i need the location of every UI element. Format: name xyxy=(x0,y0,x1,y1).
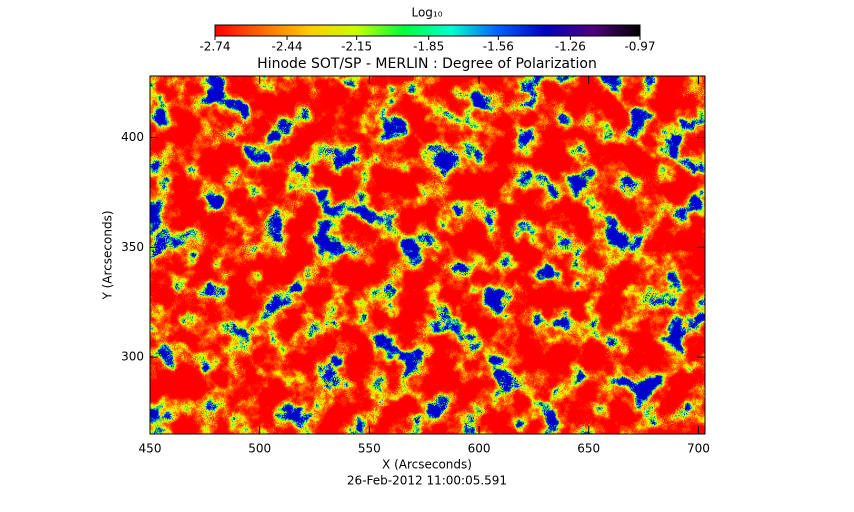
plot-frame xyxy=(149,75,706,435)
polarization-map xyxy=(150,76,705,434)
y-tick-label: 400 xyxy=(121,130,144,144)
colorbar-label: Log₁₀ xyxy=(411,6,442,20)
colorbar xyxy=(214,24,641,37)
x-tick-label: 450 xyxy=(139,442,162,456)
colorbar-tick-label: -1.85 xyxy=(413,40,444,54)
colorbar-tick-label: -2.74 xyxy=(199,40,230,54)
x-axis-label: X (Arcseconds) xyxy=(382,458,472,472)
x-tick-label: 700 xyxy=(687,442,710,456)
footer-date: 26-Feb-2012 11:00:05.591 xyxy=(347,474,507,488)
colorbar-tick-label: -2.15 xyxy=(341,40,372,54)
colorbar-tick-label: -2.44 xyxy=(272,40,303,54)
y-axis-label: Y (Arcseconds) xyxy=(101,210,115,300)
y-tick-label: 300 xyxy=(121,350,144,364)
x-tick-label: 500 xyxy=(248,442,271,456)
colorbar-tick-label: -0.97 xyxy=(624,40,655,54)
x-tick-label: 550 xyxy=(358,442,381,456)
colorbar-tick-label: -1.26 xyxy=(555,40,586,54)
y-tick-label: 350 xyxy=(121,240,144,254)
x-tick-label: 650 xyxy=(577,442,600,456)
colorbar-tick-label: -1.56 xyxy=(483,40,514,54)
x-tick-label: 600 xyxy=(468,442,491,456)
chart-title: Hinode SOT/SP - MERLIN : Degree of Polar… xyxy=(257,56,597,72)
